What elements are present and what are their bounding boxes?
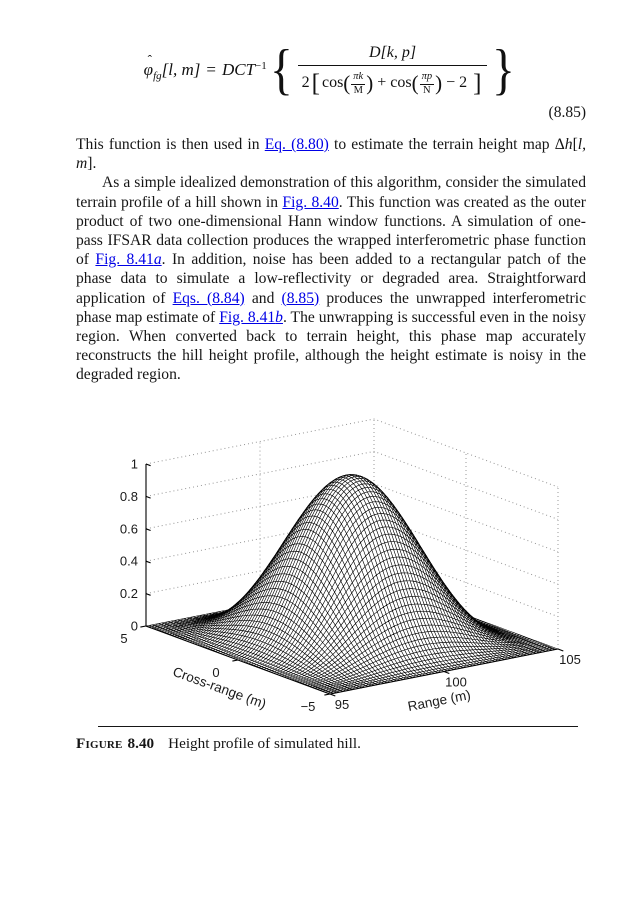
p2-text-4: and bbox=[244, 289, 282, 307]
h-symbol: h bbox=[564, 136, 573, 153]
link-fig-8-41a-text: Fig. 8.41 bbox=[95, 251, 154, 269]
phi-glyph: φ bbox=[143, 60, 154, 79]
paren-close-1: ) bbox=[366, 70, 374, 95]
paragraph-1: This function is then used in Eq. (8.80)… bbox=[76, 135, 586, 173]
left-bracket: [ bbox=[311, 69, 320, 97]
fraction-numerator: D[k, p] bbox=[368, 44, 417, 62]
link-eqs-8-84[interactable]: Eqs. (8.84) bbox=[172, 289, 245, 307]
figure-rule bbox=[98, 725, 578, 727]
text-column: φ ˆ fg [l, m] = DCT −1 { D[k, p] 2[cos(πk M) + co… bbox=[0, 42, 636, 753]
link-eq-8-85[interactable]: (8.85) bbox=[281, 289, 320, 307]
figure-caption: Figure 8.40 Height profile of simulated hi… bbox=[76, 735, 586, 753]
p1-text-2: to estimate the terrain height map bbox=[328, 136, 555, 153]
cos-2: cos bbox=[390, 74, 412, 91]
small-fraction-2: πp N bbox=[419, 71, 435, 96]
p2-text-3: . In addition, noise has been added to a… bbox=[76, 251, 586, 307]
lhs-arguments: [l, m] bbox=[161, 60, 201, 79]
equation-number: (8.85) bbox=[548, 104, 586, 121]
left-brace: { bbox=[269, 39, 293, 101]
link-fig-8-41b[interactable]: Fig. 8.41b bbox=[219, 309, 283, 326]
caption-label: Figure bbox=[76, 734, 123, 752]
subscript-fg: fg bbox=[153, 70, 162, 82]
p1-text-1: This function is then used in bbox=[76, 136, 265, 153]
p1-bracket-open: [ bbox=[572, 136, 578, 153]
z-tick-label: 0 bbox=[131, 618, 138, 633]
caption-number: 8.40 bbox=[127, 734, 155, 752]
z-tick-label: 0.2 bbox=[120, 586, 138, 601]
hat-accent: ˆ bbox=[147, 52, 152, 67]
cos-1: cos bbox=[321, 74, 344, 91]
lm-indices: l, m bbox=[76, 136, 586, 173]
cross-range-tick-label: 5 bbox=[120, 631, 127, 646]
range-tick-label: 95 bbox=[335, 697, 349, 712]
cross-range-tick-label: −5 bbox=[301, 699, 316, 714]
cap-N: N bbox=[423, 85, 431, 96]
p2-text-5: produces the unwrapped interferometric p… bbox=[76, 289, 586, 326]
equals-sign: = bbox=[206, 60, 216, 79]
link-fig-8-41b-suffix: b bbox=[275, 308, 283, 326]
coefficient-2: 2 bbox=[301, 74, 310, 91]
plus-sign: + bbox=[377, 74, 387, 91]
z-tick-label: 0.6 bbox=[120, 521, 138, 536]
p2-text-6: . The unwrapping is successful even in t… bbox=[76, 308, 586, 384]
link-fig-8-41a[interactable]: Fig. 8.41a bbox=[95, 251, 161, 268]
p2-text-2: . This function was created as the outer… bbox=[76, 193, 586, 269]
delta-symbol: Δ bbox=[554, 136, 565, 153]
small-fraction-1: πk M bbox=[351, 71, 366, 96]
main-fraction: D[k, p] 2[cos(πk M) + cos(πp N) − 2] bbox=[297, 44, 488, 97]
paren-open-1: ( bbox=[343, 70, 351, 95]
p1-bracket-close: ]. bbox=[87, 155, 97, 173]
link-fig-8-41b-text: Fig. 8.41 bbox=[219, 308, 276, 326]
delta-h-term: Δh[l, m]. bbox=[76, 136, 586, 172]
caption-text: Height profile of simulated hill. bbox=[168, 734, 361, 752]
pi-k: πk bbox=[351, 71, 366, 85]
z-tick-label: 1 bbox=[131, 456, 138, 471]
minus-2: − 2 bbox=[446, 74, 468, 91]
cross-range-tick-label: 0 bbox=[212, 665, 219, 680]
inverse-exponent: −1 bbox=[255, 60, 267, 72]
pi-p: πp bbox=[419, 71, 435, 85]
figure-8-40: 0 0.2 0.4 0.6 0.8 1 5 0 −5 95 100 105 Cross-range (m… bbox=[76, 394, 586, 753]
right-bracket: ] bbox=[473, 69, 482, 97]
right-brace: } bbox=[492, 39, 516, 101]
z-tick-label: 0.8 bbox=[120, 489, 138, 504]
link-eq-8-80[interactable]: Eq. (8.80) bbox=[264, 136, 329, 153]
equation-lhs: φ ˆ fg [l, m] = DCT −1 bbox=[143, 52, 267, 82]
range-axis-label: Range (m) bbox=[406, 687, 471, 714]
link-fig-8-40[interactable]: Fig. 8.40 bbox=[282, 193, 339, 211]
range-tick-label: 105 bbox=[559, 652, 581, 667]
range-tick-label: 100 bbox=[445, 674, 467, 689]
paragraph-2: As a simple idealized demonstration of t… bbox=[76, 173, 586, 384]
z-tick-label: 0.4 bbox=[120, 553, 138, 568]
mesh-surface bbox=[145, 473, 559, 694]
cap-M: M bbox=[353, 85, 363, 96]
dct-operator: DCT bbox=[221, 60, 256, 79]
paren-open-2: ( bbox=[411, 70, 419, 95]
equation-block: φ ˆ fg [l, m] = DCT −1 { D[k, p] 2[cos(πk M) + co… bbox=[76, 42, 586, 98]
equation-8-85: φ ˆ fg [l, m] = DCT −1 { D[k, p] 2[cos(πk M) + co… bbox=[144, 42, 519, 98]
axes bbox=[140, 463, 564, 697]
link-fig-8-41a-suffix: a bbox=[153, 251, 162, 269]
p2-text-1: As a simple idealized demonstration of t… bbox=[76, 174, 586, 211]
fraction-denominator: 2[cos(πk M) + cos(πp N) − 2] bbox=[297, 65, 488, 97]
paren-close-2: ) bbox=[435, 70, 443, 95]
